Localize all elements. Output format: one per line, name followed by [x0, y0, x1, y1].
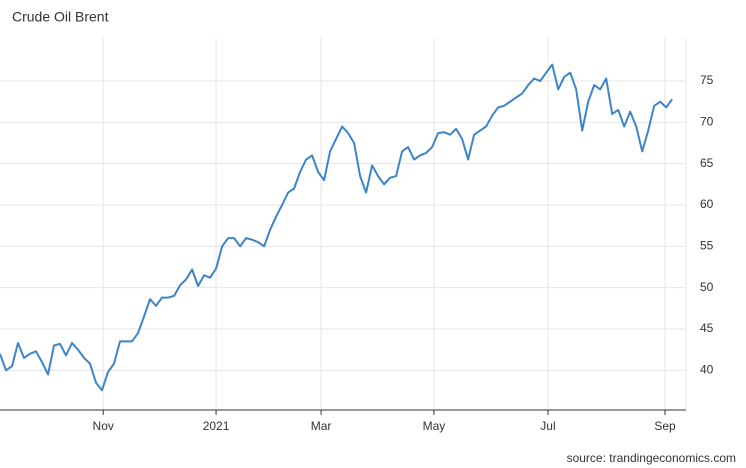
x-tick-label: May [423, 419, 446, 433]
y-tick-label: 55 [700, 238, 714, 252]
y-tick-label: 65 [700, 156, 714, 170]
y-tick-label: 45 [700, 321, 714, 335]
source-note: source: trandingeconomics.com [567, 451, 736, 465]
y-tick-label: 50 [700, 280, 714, 294]
y-tick-label: 60 [700, 197, 714, 211]
y-tick-label: 70 [700, 114, 714, 128]
chart-title: Crude Oil Brent [12, 9, 109, 25]
price-line [0, 63, 674, 392]
x-tick-label: Jul [540, 419, 555, 433]
x-tick-label: Nov [93, 419, 114, 433]
x-tick-label: Sep [654, 419, 676, 433]
y-tick-label: 75 [700, 73, 714, 87]
y-tick-label: 40 [700, 362, 714, 376]
x-tick-label: 2021 [203, 419, 230, 433]
x-tick-label: Mar [311, 419, 332, 433]
